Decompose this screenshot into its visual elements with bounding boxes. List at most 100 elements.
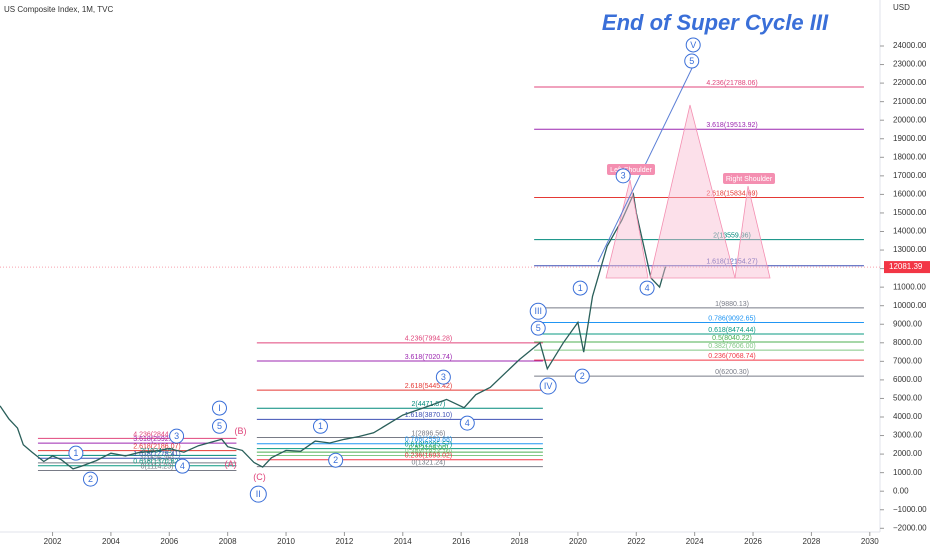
y-tick-label: 9000.00 xyxy=(893,319,922,328)
fib-label: 4.236(2844.45) xyxy=(133,431,180,438)
fib-label: 4.236(7994.28) xyxy=(405,336,452,343)
fib-label: 0.618(8474.44) xyxy=(708,327,755,334)
wave-label: 4 xyxy=(180,461,185,471)
wave-label: 2 xyxy=(333,455,338,465)
last-price-box xyxy=(884,261,930,274)
fib-label: 2.618(15834.69) xyxy=(706,190,757,197)
pattern-label: Left Shoulder xyxy=(610,167,652,174)
x-tick-label: 2010 xyxy=(277,537,295,546)
fib-label: 2(4471.87) xyxy=(412,401,446,408)
wave-circle xyxy=(249,485,267,503)
wave-label: II xyxy=(256,489,261,499)
y-tick-label: 18000.00 xyxy=(893,152,927,161)
y-tick-label: 2000.00 xyxy=(893,449,922,458)
fib-label: 1.618(12154.27) xyxy=(706,259,757,266)
wave-label: 3 xyxy=(441,372,446,382)
fib-label: 0(1321.24) xyxy=(412,460,446,467)
y-tick-label: 8000.00 xyxy=(893,338,922,347)
wave-circle xyxy=(174,458,190,474)
x-tick-label: 2002 xyxy=(44,537,62,546)
y-tick-label: −1000.00 xyxy=(893,505,927,514)
wave-circle xyxy=(211,418,227,434)
wave-circle xyxy=(572,280,588,296)
fib-label: 0.5(2109.00) xyxy=(409,445,449,452)
price-line xyxy=(0,192,667,470)
fib-label: 0.236(7068.74) xyxy=(708,353,755,360)
y-tick-label: 5000.00 xyxy=(893,394,922,403)
x-tick-label: 2030 xyxy=(861,537,879,546)
wave-circle xyxy=(539,377,557,395)
y-tick-label: 21000.00 xyxy=(893,97,927,106)
head-shape xyxy=(649,104,736,279)
fib-label: 1.618(1778.41) xyxy=(133,451,180,458)
fib-label: 1(2896.56) xyxy=(412,430,446,437)
x-tick-label: 2018 xyxy=(511,537,529,546)
y-tick-label: −2000.00 xyxy=(893,523,927,532)
x-tick-label: 2012 xyxy=(336,537,354,546)
wave-circle xyxy=(459,415,475,431)
x-tick-label: 2008 xyxy=(219,537,237,546)
x-tick-label: 2006 xyxy=(160,537,178,546)
left-shoulder-shape xyxy=(605,179,649,279)
x-tick-label: 2004 xyxy=(102,537,120,546)
wave-label: 4 xyxy=(465,418,470,428)
x-tick-label: 2026 xyxy=(744,537,762,546)
x-tick-label: 2020 xyxy=(569,537,587,546)
x-tick-label: 2028 xyxy=(803,537,821,546)
fib-label: 0.786(9092.65) xyxy=(708,315,755,322)
fib-label: 4.236(21788.06) xyxy=(706,80,757,87)
wave-circle xyxy=(574,368,590,384)
y-tick-label: 1000.00 xyxy=(893,468,922,477)
fib-label: 1(9880.13) xyxy=(715,301,749,308)
x-tick-label: 2024 xyxy=(686,537,704,546)
wave-label: 1 xyxy=(318,421,323,431)
chart-title: End of Super Cycle III xyxy=(602,10,829,35)
wave-circle xyxy=(169,428,185,444)
wave-circle xyxy=(328,452,344,468)
head-shoulders: Left Shoulder Right Shoulder xyxy=(597,61,775,279)
wave-label: 5 xyxy=(217,421,222,431)
wave-circle xyxy=(435,369,451,385)
price-axis-bg xyxy=(880,0,932,550)
wave-label: V xyxy=(690,40,696,50)
fib-label: 0.5(8040.22) xyxy=(712,335,752,342)
wave-label: 1 xyxy=(73,448,78,458)
y-tick-label: 23000.00 xyxy=(893,60,927,69)
x-tick-label: 2016 xyxy=(452,537,470,546)
wave-circle xyxy=(529,302,547,320)
fib-label: 1(1526.36) xyxy=(140,456,174,463)
fib-label: 0(1114.23) xyxy=(141,463,174,470)
y-tick-label: 14000.00 xyxy=(893,227,927,236)
fib-label: 2(1934.15) xyxy=(140,448,174,455)
wave-label: 5 xyxy=(536,323,541,333)
y-tick-label: 0.00 xyxy=(893,486,909,495)
wave-label: 4 xyxy=(645,283,650,293)
pattern-label: Right Shoulder xyxy=(726,176,773,183)
last-price-label: 12081.39 xyxy=(889,262,923,271)
y-tick-label: 24000.00 xyxy=(893,41,927,50)
fib-label: 0.236(1693.02) xyxy=(405,453,452,460)
y-tick-label: 13000.00 xyxy=(893,245,927,254)
x-tick-label: 2014 xyxy=(394,537,412,546)
wave-label: 1 xyxy=(578,283,583,293)
plot: 4.236(21788.06) 3.618(19513.92) 2.618(1583… xyxy=(0,80,880,472)
wave-circle xyxy=(68,445,84,461)
fib-label: 3.618(19513.92) xyxy=(706,122,757,129)
fib-label: 0.382(1923.10) xyxy=(405,448,452,455)
wave-label: 3 xyxy=(621,171,626,181)
trend-line xyxy=(597,61,696,263)
fib-label: 0.618(2295.57) xyxy=(405,441,452,448)
wave-circle xyxy=(684,53,700,69)
fib-label: 0(6200.30) xyxy=(715,369,749,376)
wave-circle xyxy=(685,37,701,53)
wave-label: 5 xyxy=(689,56,694,66)
y-tick-label: 20000.00 xyxy=(893,115,927,124)
wave-circle xyxy=(530,320,546,336)
wave-circle xyxy=(211,400,227,416)
wave-label: (B) xyxy=(235,426,247,436)
wave-label: (A) xyxy=(225,459,237,469)
y-tick-label: 10000.00 xyxy=(893,301,927,310)
wave-circle xyxy=(615,168,631,184)
wave-label: (C) xyxy=(253,472,266,482)
